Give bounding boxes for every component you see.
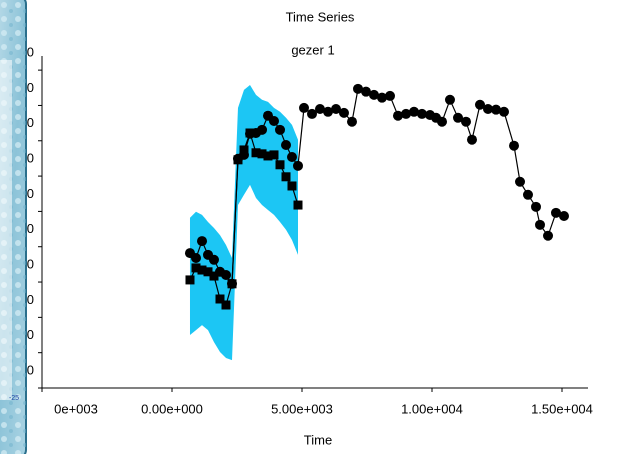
circle-marker [437, 116, 448, 127]
circle-marker [483, 103, 494, 114]
y-tick-label: 0 [27, 256, 34, 271]
circle-marker [257, 124, 268, 135]
square-marker [293, 200, 303, 210]
circle-marker [286, 152, 297, 163]
circle-marker [392, 110, 403, 121]
circle-marker [444, 94, 455, 105]
y-tick-label: 0 [27, 186, 34, 201]
circle-marker [368, 89, 379, 100]
circle-marker [268, 115, 279, 126]
circle-marker [361, 86, 372, 97]
y-tick-label: 0 [27, 151, 34, 166]
square-marker [239, 145, 249, 155]
square-marker [191, 263, 201, 273]
square-marker [185, 275, 195, 285]
x-tick-label: 1.00e+004 [401, 401, 463, 416]
square-marker [221, 300, 231, 310]
square-marker [209, 271, 219, 281]
square-marker [263, 151, 273, 161]
circle-marker [281, 140, 292, 151]
circle-marker [275, 124, 286, 135]
chart-title: Time Series [286, 9, 355, 24]
y-tick-label: 0 [27, 80, 34, 95]
circle-marker [323, 106, 333, 117]
circle-marker [491, 104, 502, 115]
circle-marker [559, 210, 570, 221]
circle-marker [299, 102, 310, 113]
square-marker [233, 155, 243, 165]
circle-marker [292, 160, 303, 171]
y-tick-label: 0 [27, 45, 34, 60]
circle-marker [522, 189, 533, 200]
circle-marker [531, 201, 541, 212]
circle-marker [409, 106, 420, 117]
circle-marker [466, 134, 477, 145]
circle-marker [197, 236, 208, 247]
circle-marker [190, 253, 201, 264]
x-axis-label: Time [304, 432, 332, 447]
circle-marker [509, 140, 520, 151]
y-tick-label: 0 [27, 292, 34, 307]
y-tick-label: 0 [27, 221, 34, 236]
circle-marker [416, 108, 427, 119]
circle-marker [377, 92, 388, 103]
circle-marker [208, 254, 219, 265]
side-panel-label: -25 [9, 395, 19, 402]
circle-marker [498, 106, 509, 117]
circle-marker [535, 219, 546, 230]
y-tick-label: 0 [27, 327, 34, 342]
x-tick-label: 0.00e+000 [141, 401, 203, 416]
circle-marker [353, 83, 364, 94]
circle-marker [550, 207, 561, 218]
circle-marker [338, 107, 349, 118]
circle-marker [221, 269, 232, 280]
circle-marker [461, 116, 472, 127]
square-marker [227, 279, 237, 289]
circle-marker [543, 230, 554, 241]
x-tick-label: 0e+003 [54, 401, 98, 416]
square-marker [275, 160, 285, 170]
square-marker [245, 128, 255, 138]
y-tick-label: 0 [27, 362, 34, 377]
circle-marker [346, 116, 357, 127]
x-tick-label: 5.00e+003 [271, 401, 333, 416]
square-marker [197, 265, 207, 275]
circle-marker [307, 108, 318, 119]
circle-marker [401, 108, 411, 119]
circle-marker [474, 99, 485, 110]
square-marker [257, 149, 267, 159]
chart-subtitle: gezer 1 [291, 42, 334, 57]
circle-marker [314, 103, 325, 114]
circle-marker [453, 112, 463, 123]
circle-marker [331, 103, 342, 114]
circle-marker [515, 176, 526, 187]
side-panel: -25 [0, 0, 27, 454]
square-marker [251, 148, 261, 158]
square-marker [215, 294, 225, 304]
circle-marker [385, 90, 396, 101]
square-marker [287, 181, 297, 191]
y-tick-label: 0 [27, 115, 34, 130]
x-tick-label: 1.50e+004 [531, 401, 593, 416]
square-marker [281, 172, 291, 182]
square-marker [203, 267, 213, 277]
square-marker [269, 150, 279, 160]
